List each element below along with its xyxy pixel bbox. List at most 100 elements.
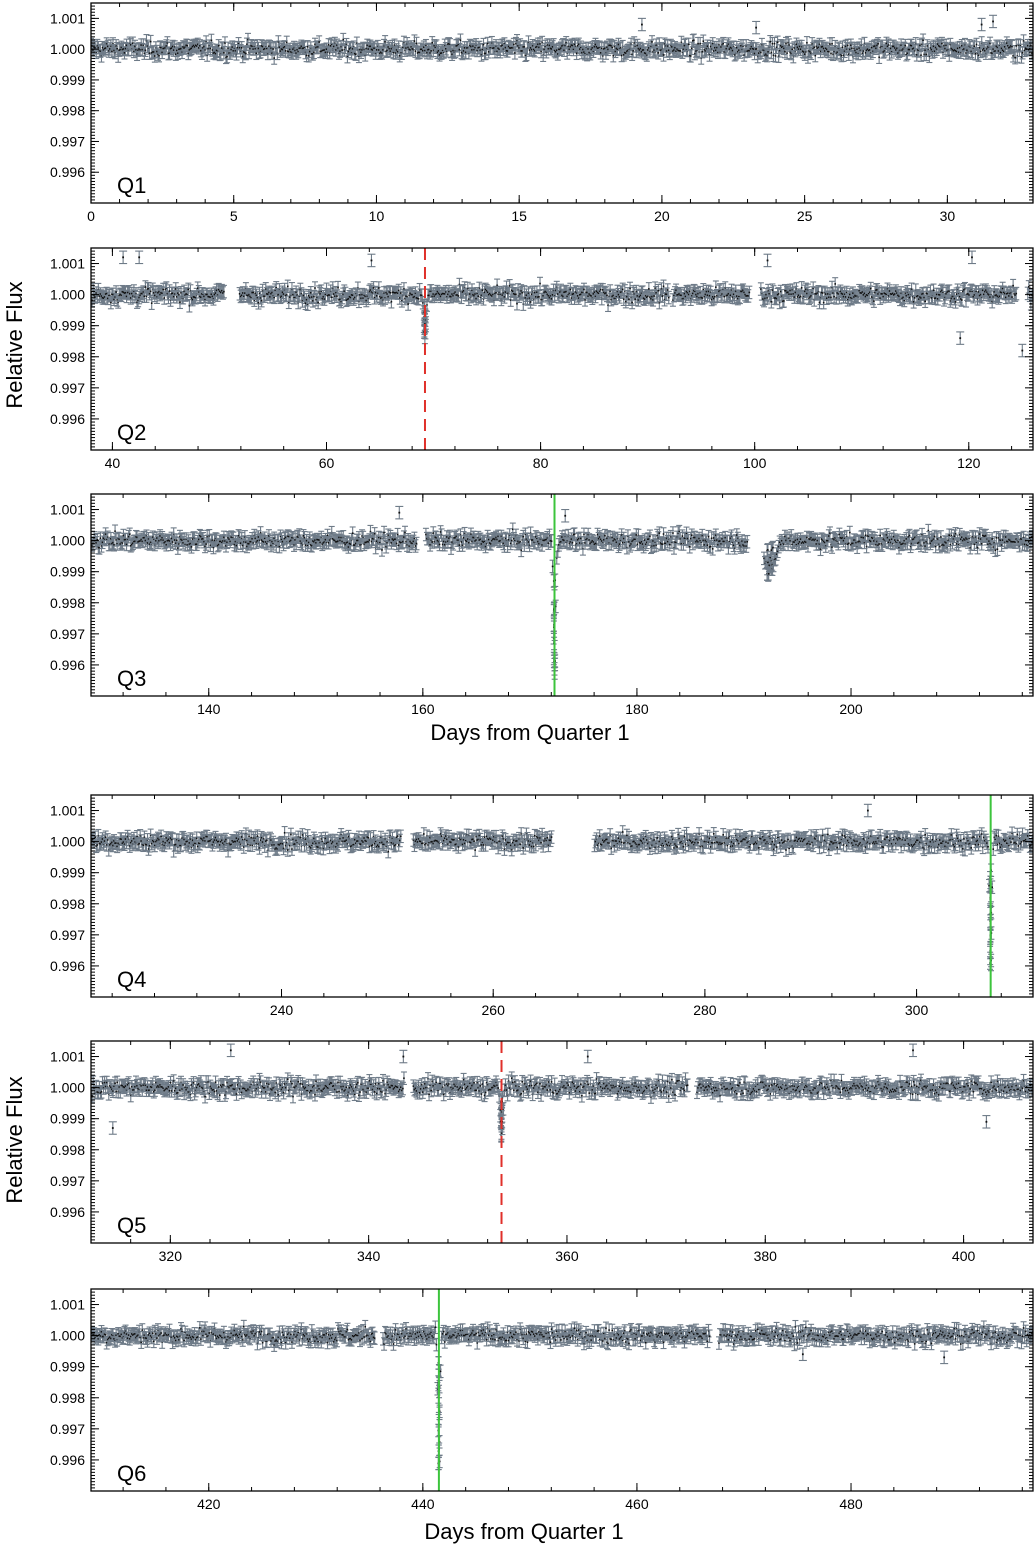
data-point [906, 52, 909, 55]
data-point [452, 49, 454, 52]
data-point [350, 294, 353, 296]
data-point [286, 285, 289, 288]
data-point [983, 47, 985, 50]
data-point [899, 49, 901, 52]
data-point [742, 45, 744, 47]
data-point [246, 294, 248, 297]
data-point [133, 50, 135, 53]
data-point [210, 293, 213, 296]
data-point [823, 50, 826, 52]
data-point [624, 51, 626, 54]
data-point [262, 295, 265, 297]
data-point [483, 52, 486, 55]
data-point [385, 291, 387, 294]
data-point [874, 45, 876, 47]
data-point [328, 294, 331, 296]
data-point [316, 296, 318, 299]
data-point [247, 294, 249, 297]
data-point [363, 294, 365, 296]
data-point [190, 47, 193, 50]
data-point [692, 39, 694, 42]
data-point [626, 50, 628, 53]
data-point [855, 51, 857, 54]
data-point [702, 40, 705, 43]
data-point [977, 54, 980, 56]
data-point [956, 47, 959, 50]
data-point [1026, 44, 1029, 47]
data-point [503, 43, 506, 45]
data-point [382, 298, 384, 301]
x-tick-label: 0 [87, 208, 95, 224]
data-point [120, 46, 123, 49]
data-point [687, 43, 690, 46]
data-point [772, 54, 775, 57]
data-point [1020, 56, 1023, 58]
data-point [158, 54, 160, 57]
data-point [767, 50, 769, 53]
data-point [632, 50, 634, 52]
data-point [176, 49, 178, 52]
data-point [416, 52, 419, 54]
data-point [933, 50, 936, 52]
data-point [987, 46, 989, 48]
data-point [113, 49, 115, 52]
data-point [545, 50, 548, 53]
data-point [883, 50, 886, 52]
data-point [216, 50, 219, 53]
data-point [106, 297, 109, 300]
data-point [190, 297, 193, 299]
data-point [199, 295, 201, 298]
data-point [169, 47, 172, 50]
data-point [568, 48, 571, 51]
data-point [427, 48, 429, 51]
data-point [539, 43, 541, 45]
data-point [311, 296, 313, 298]
data-point [504, 46, 507, 49]
data-point [765, 53, 767, 55]
data-point [178, 293, 180, 296]
data-point [939, 45, 941, 48]
data-point [294, 49, 296, 52]
data-point [390, 300, 393, 303]
data-point [324, 293, 327, 296]
data-point [417, 51, 420, 54]
data-point [558, 48, 560, 51]
data-point [690, 47, 693, 50]
data-point [294, 296, 296, 299]
data-point [507, 45, 510, 48]
data-point [371, 292, 374, 294]
data-point [369, 45, 372, 48]
data-point [408, 48, 410, 51]
data-point [141, 292, 144, 295]
data-point [174, 53, 177, 56]
data-point [553, 49, 556, 52]
data-point [299, 288, 302, 291]
data-point [1007, 44, 1009, 47]
data-point [288, 301, 290, 304]
data-point [268, 45, 270, 47]
data-point [93, 46, 95, 49]
data-point [349, 46, 352, 49]
data-point [961, 44, 963, 47]
data-point [926, 45, 929, 47]
data-point [820, 46, 823, 48]
data-point [850, 44, 852, 47]
data-point [554, 50, 557, 53]
data-point [194, 296, 197, 299]
data-point [788, 44, 790, 46]
data-point [209, 296, 212, 299]
data-point [591, 47, 594, 49]
data-point [459, 39, 462, 41]
data-point [386, 49, 389, 52]
data-point [406, 42, 408, 45]
data-point [677, 49, 679, 52]
data-point [199, 45, 201, 47]
data-point [762, 48, 764, 51]
data-point [868, 49, 871, 51]
data-point [853, 47, 855, 50]
data-point [256, 296, 259, 299]
data-point [201, 293, 203, 295]
data-point [764, 54, 766, 57]
data-point [139, 49, 141, 51]
data-point [255, 52, 258, 55]
